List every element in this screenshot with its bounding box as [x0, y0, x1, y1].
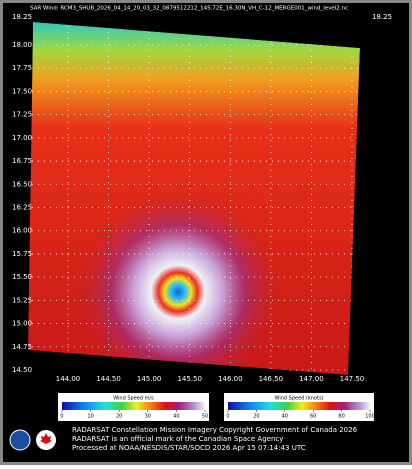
colorbar-tick-label: 0 [60, 414, 63, 420]
lat-tick-label: 15.00 [12, 320, 32, 328]
lon-tick-label: 147.50 [340, 375, 365, 383]
footer-line: RADARSAT Constellation Mission Imagery C… [72, 426, 358, 434]
lon-tick-label: 145.50 [177, 375, 202, 383]
lat-tick-label: 17.25 [12, 111, 32, 119]
maple-leaf [40, 433, 52, 444]
lat-tick-label: 17.75 [12, 64, 32, 72]
lat-tick-label: 16.25 [12, 204, 32, 212]
lat-tick-label: 14.50 [12, 366, 32, 374]
lat-tick-label: 16.75 [12, 157, 32, 165]
corner-label: 18.25 [12, 13, 32, 21]
lon-tick-label: 147.00 [299, 375, 324, 383]
colorbar-tick-label: 80 [338, 414, 344, 420]
lon-tick-label: 146.50 [259, 375, 284, 383]
lat-tick-label: 15.25 [12, 296, 32, 304]
colorbar-tick-label: 60 [310, 414, 316, 420]
lat-tick-label: 17.00 [12, 134, 32, 142]
colorbar-tick-label: 0 [226, 414, 229, 420]
lat-tick-label: 17.50 [12, 87, 32, 95]
lat-tick-label: 15.50 [12, 273, 32, 281]
lon-tick-label: 145.00 [137, 375, 162, 383]
footer-line: Processed at NOAA/NESDIS/STAR/SOCD 2026 … [72, 444, 306, 452]
colorbar-label: Wind Speed m/s [113, 396, 154, 402]
colorbar [62, 402, 205, 410]
title: SAR Wind: RCM3_SHUB_2026_04_14_20_03_32_… [30, 6, 348, 12]
corner-label: 18.25 [372, 13, 392, 21]
lon-tick-label: 146.00 [218, 375, 243, 383]
lat-tick-label: 14.75 [12, 343, 32, 351]
colorbar-tick-label: 20 [253, 414, 259, 420]
colorbar-tick-label: 40 [282, 414, 288, 420]
lat-tick-label: 18.00 [12, 41, 32, 49]
noaa-logo [9, 429, 31, 451]
lat-tick-label: 15.75 [12, 250, 32, 258]
lat-tick-label: 16.00 [12, 227, 32, 235]
lon-tick-label: 144.00 [56, 375, 81, 383]
colorbar-tick-label: 40 [173, 414, 179, 420]
colorbar-tick-label: 10 [87, 414, 93, 420]
colorbar-tick-label: 20 [116, 414, 122, 420]
colorbar-tick-label: 100 [365, 414, 375, 420]
colorbar [228, 402, 370, 410]
colorbar-tick-label: 50 [202, 414, 208, 420]
lat-tick-label: 16.50 [12, 180, 32, 188]
colorbar-tick-label: 30 [145, 414, 151, 420]
colorbar-label: Wind Speed (knots) [274, 396, 323, 402]
lon-tick-label: 144.50 [96, 375, 121, 383]
footer-line: RADARSAT is an official mark of the Cana… [72, 435, 283, 443]
